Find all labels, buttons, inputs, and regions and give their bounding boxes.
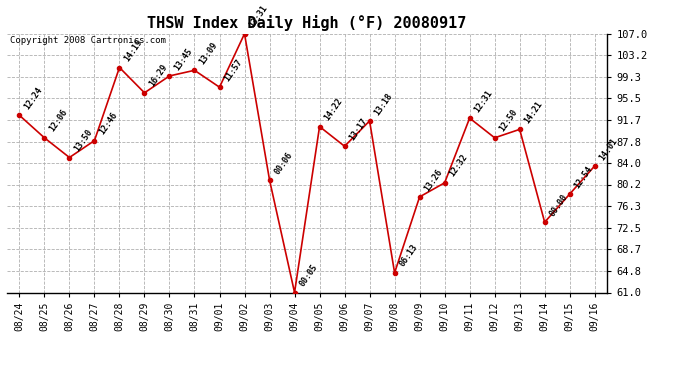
- Text: 12:24: 12:24: [22, 86, 44, 111]
- Text: 00:00: 00:00: [547, 192, 569, 218]
- Text: 12:54: 12:54: [573, 164, 594, 190]
- Text: 12:32: 12:32: [447, 153, 469, 178]
- Text: 00:05: 00:05: [297, 263, 319, 288]
- Text: 12:31: 12:31: [473, 88, 494, 114]
- Text: 14:01: 14:01: [598, 136, 619, 162]
- Text: 14:21: 14:21: [522, 100, 544, 125]
- Text: 06:13: 06:13: [397, 243, 419, 268]
- Text: 13:17: 13:17: [347, 117, 369, 142]
- Text: Copyright 2008 Cartronics.com: Copyright 2008 Cartronics.com: [10, 36, 166, 45]
- Title: THSW Index Daily High (°F) 20080917: THSW Index Daily High (°F) 20080917: [148, 15, 466, 31]
- Text: 11:57: 11:57: [222, 57, 244, 83]
- Text: 13:26: 13:26: [422, 167, 444, 193]
- Text: 14:22: 14:22: [322, 97, 344, 122]
- Text: 13:50: 13:50: [72, 128, 94, 153]
- Text: 12:50: 12:50: [497, 108, 519, 134]
- Text: 13:31: 13:31: [247, 4, 269, 30]
- Text: 13:09: 13:09: [197, 40, 219, 66]
- Text: 12:06: 12:06: [47, 108, 69, 134]
- Text: 13:18: 13:18: [373, 91, 394, 117]
- Text: 14:19: 14:19: [122, 38, 144, 63]
- Text: 13:45: 13:45: [172, 46, 194, 72]
- Text: 16:29: 16:29: [147, 63, 169, 88]
- Text: 00:06: 00:06: [273, 150, 294, 176]
- Text: 12:46: 12:46: [97, 111, 119, 136]
